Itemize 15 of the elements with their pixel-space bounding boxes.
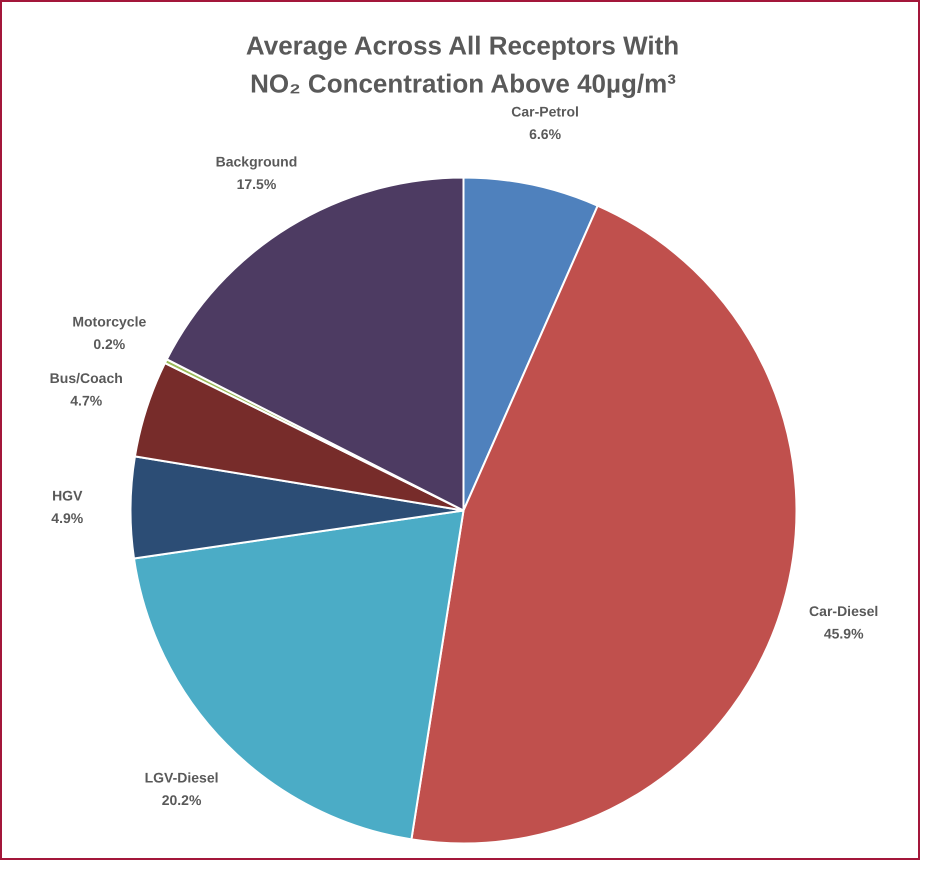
- data-label: 45.9%: [824, 625, 864, 642]
- data-label: 17.5%: [236, 176, 277, 192]
- slice-label: LGV-Diesel: [144, 770, 219, 786]
- slice-label: Car-Diesel: [809, 603, 878, 620]
- slice-label: Background: [216, 153, 298, 170]
- data-label: 4.9%: [51, 510, 84, 526]
- chart-title: Average Across All Receptors With NO₂ Concentration Above 40µg/m³: [246, 30, 680, 98]
- data-label: 4.7%: [70, 392, 103, 408]
- slice-label: Bus/Coach: [50, 370, 123, 386]
- data-label: 20.2%: [162, 792, 202, 808]
- slice-label: HGV: [52, 488, 84, 504]
- data-label: 0.2%: [93, 336, 126, 352]
- slice-label: Motorcycle: [72, 314, 146, 330]
- slice-label: Car-Petrol: [511, 104, 579, 120]
- data-label: 6.6%: [529, 126, 562, 142]
